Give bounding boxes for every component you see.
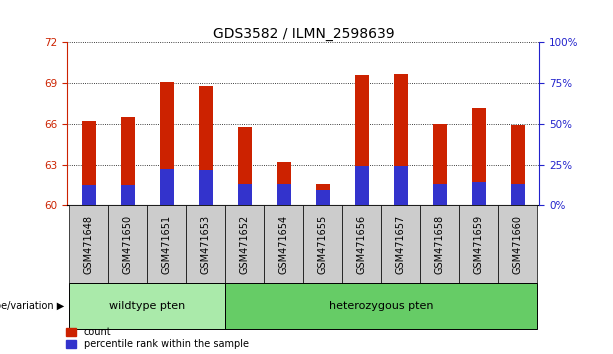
- Bar: [511, 125, 525, 205]
- Bar: [316, 184, 330, 205]
- Bar: [82, 185, 96, 205]
- Bar: [264, 205, 303, 283]
- Bar: [69, 283, 226, 329]
- Bar: [277, 184, 291, 205]
- Legend: count, percentile rank within the sample: count, percentile rank within the sample: [66, 327, 249, 349]
- Bar: [109, 205, 147, 283]
- Bar: [199, 170, 213, 205]
- Bar: [460, 205, 498, 283]
- Text: GSM471653: GSM471653: [201, 215, 211, 274]
- Bar: [82, 121, 96, 205]
- Bar: [121, 117, 135, 205]
- Bar: [433, 124, 447, 205]
- Bar: [343, 205, 381, 283]
- Text: heterozygous pten: heterozygous pten: [329, 301, 434, 311]
- Bar: [226, 205, 264, 283]
- Bar: [498, 205, 538, 283]
- Text: GSM471650: GSM471650: [123, 215, 133, 274]
- Text: GSM471651: GSM471651: [162, 215, 172, 274]
- Text: genotype/variation ▶: genotype/variation ▶: [0, 301, 64, 311]
- Text: GSM471652: GSM471652: [240, 215, 250, 274]
- Bar: [421, 205, 460, 283]
- Bar: [199, 86, 213, 205]
- Bar: [238, 127, 252, 205]
- Bar: [186, 205, 226, 283]
- Text: GSM471648: GSM471648: [84, 215, 94, 274]
- Bar: [121, 185, 135, 205]
- Text: wildtype pten: wildtype pten: [109, 301, 186, 311]
- Bar: [316, 190, 330, 205]
- Text: GSM471656: GSM471656: [357, 215, 367, 274]
- Text: GSM471658: GSM471658: [435, 215, 445, 274]
- Bar: [355, 75, 369, 205]
- Bar: [433, 184, 447, 205]
- Bar: [355, 166, 369, 205]
- Text: GSM471659: GSM471659: [474, 215, 484, 274]
- Bar: [69, 205, 109, 283]
- Bar: [394, 166, 408, 205]
- Bar: [238, 184, 252, 205]
- Bar: [226, 283, 538, 329]
- Bar: [160, 82, 173, 205]
- Text: GSM471657: GSM471657: [396, 215, 406, 274]
- Bar: [303, 205, 343, 283]
- Bar: [381, 205, 421, 283]
- Bar: [394, 74, 408, 205]
- Title: GDS3582 / ILMN_2598639: GDS3582 / ILMN_2598639: [213, 28, 394, 41]
- Bar: [147, 205, 186, 283]
- Bar: [472, 108, 485, 205]
- Bar: [277, 162, 291, 205]
- Text: GSM471660: GSM471660: [513, 215, 523, 274]
- Bar: [160, 169, 173, 205]
- Text: GSM471655: GSM471655: [318, 215, 328, 274]
- Bar: [511, 184, 525, 205]
- Bar: [472, 182, 485, 205]
- Text: GSM471654: GSM471654: [279, 215, 289, 274]
